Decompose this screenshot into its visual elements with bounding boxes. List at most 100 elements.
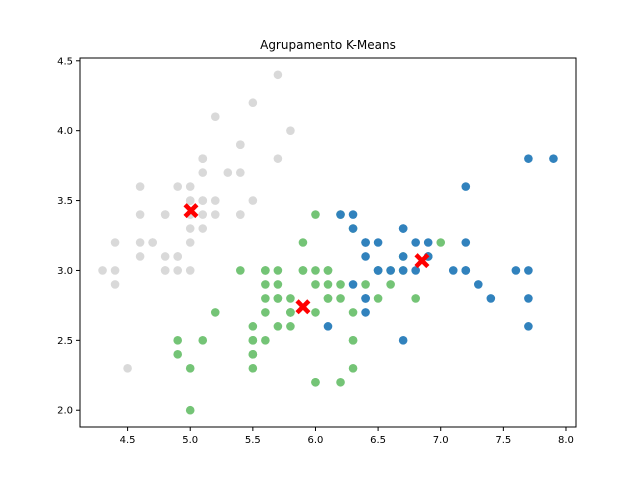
data-point <box>311 308 320 317</box>
data-point <box>461 182 471 191</box>
data-point <box>210 210 220 219</box>
data-point <box>348 224 358 233</box>
x-tick-label: 6.5 <box>370 435 386 446</box>
data-point <box>361 252 370 261</box>
data-point <box>185 224 195 233</box>
data-point <box>210 112 220 121</box>
data-point <box>248 98 258 108</box>
data-point <box>273 70 283 80</box>
data-point <box>323 294 333 303</box>
centroids-layer <box>183 203 430 315</box>
data-point <box>311 210 320 219</box>
data-point <box>361 238 370 247</box>
data-point <box>461 238 471 247</box>
x-tick-label: 4.5 <box>120 435 136 446</box>
y-tick-label: 3.5 <box>57 196 73 207</box>
data-point <box>173 266 182 275</box>
data-point <box>411 238 420 247</box>
data-point <box>273 322 283 331</box>
data-point <box>273 266 283 275</box>
data-point <box>411 294 420 303</box>
data-point <box>398 224 408 233</box>
data-point <box>198 336 208 345</box>
data-point <box>123 364 132 373</box>
data-point <box>461 266 471 275</box>
data-point <box>173 350 182 359</box>
data-point <box>336 280 345 289</box>
data-point <box>398 252 408 261</box>
data-point <box>185 405 195 415</box>
data-point <box>336 210 345 219</box>
data-point <box>135 210 145 219</box>
data-point <box>98 266 107 275</box>
data-point <box>261 280 270 289</box>
data-point <box>185 266 195 275</box>
data-point <box>160 252 170 261</box>
data-point <box>286 126 295 135</box>
x-tick-label: 6.0 <box>308 435 324 446</box>
data-point <box>311 377 320 387</box>
y-tick-label: 2.0 <box>57 406 73 417</box>
data-point <box>398 266 408 275</box>
data-point <box>511 266 521 275</box>
data-point <box>198 196 208 205</box>
data-point <box>173 252 182 261</box>
data-point <box>173 336 182 345</box>
data-point <box>135 252 145 261</box>
data-point <box>236 266 245 275</box>
data-point <box>323 280 333 289</box>
data-point <box>398 336 408 345</box>
plot-frame <box>79 57 577 428</box>
data-point <box>524 322 533 331</box>
data-point <box>273 154 283 163</box>
data-point <box>348 280 358 289</box>
data-point <box>311 280 320 289</box>
data-point <box>311 266 320 275</box>
data-point <box>160 210 170 219</box>
y-axis-ticks: 2.0 2.5 3.0 3.5 4.0 4.5 <box>57 56 80 417</box>
data-point <box>110 266 120 275</box>
data-point <box>261 336 270 345</box>
data-point <box>198 210 208 219</box>
y-tick-label: 4.0 <box>57 126 73 137</box>
y-tick-label: 2.5 <box>57 336 73 347</box>
x-tick-label: 8.0 <box>558 435 574 446</box>
data-point <box>236 210 245 219</box>
data-point <box>261 266 270 275</box>
data-point <box>248 336 258 345</box>
data-point <box>348 308 358 317</box>
data-point <box>185 238 195 247</box>
data-point <box>361 294 370 303</box>
data-point <box>261 294 270 303</box>
data-point <box>436 238 446 247</box>
data-point <box>248 196 258 205</box>
y-tick-label: 3.0 <box>57 266 73 277</box>
data-point <box>198 168 208 177</box>
data-point <box>373 238 383 247</box>
data-point <box>160 266 170 275</box>
data-point <box>486 294 496 303</box>
data-point <box>248 322 258 331</box>
y-tick-label: 4.5 <box>57 56 73 67</box>
data-point <box>236 140 245 149</box>
data-point <box>386 266 395 275</box>
data-point <box>198 154 208 163</box>
data-point <box>348 336 358 345</box>
data-point <box>298 238 308 247</box>
data-point <box>373 266 383 275</box>
data-point <box>185 196 195 205</box>
data-point <box>361 308 370 317</box>
data-point <box>273 294 283 303</box>
data-point <box>110 280 120 289</box>
data-point <box>524 294 533 303</box>
data-point <box>135 182 145 191</box>
data-point <box>336 377 345 387</box>
data-point <box>524 266 533 275</box>
data-point <box>210 308 220 317</box>
data-point <box>248 364 258 373</box>
x-tick-label: 7.5 <box>495 435 511 446</box>
data-point <box>423 238 433 247</box>
data-point <box>448 266 458 275</box>
